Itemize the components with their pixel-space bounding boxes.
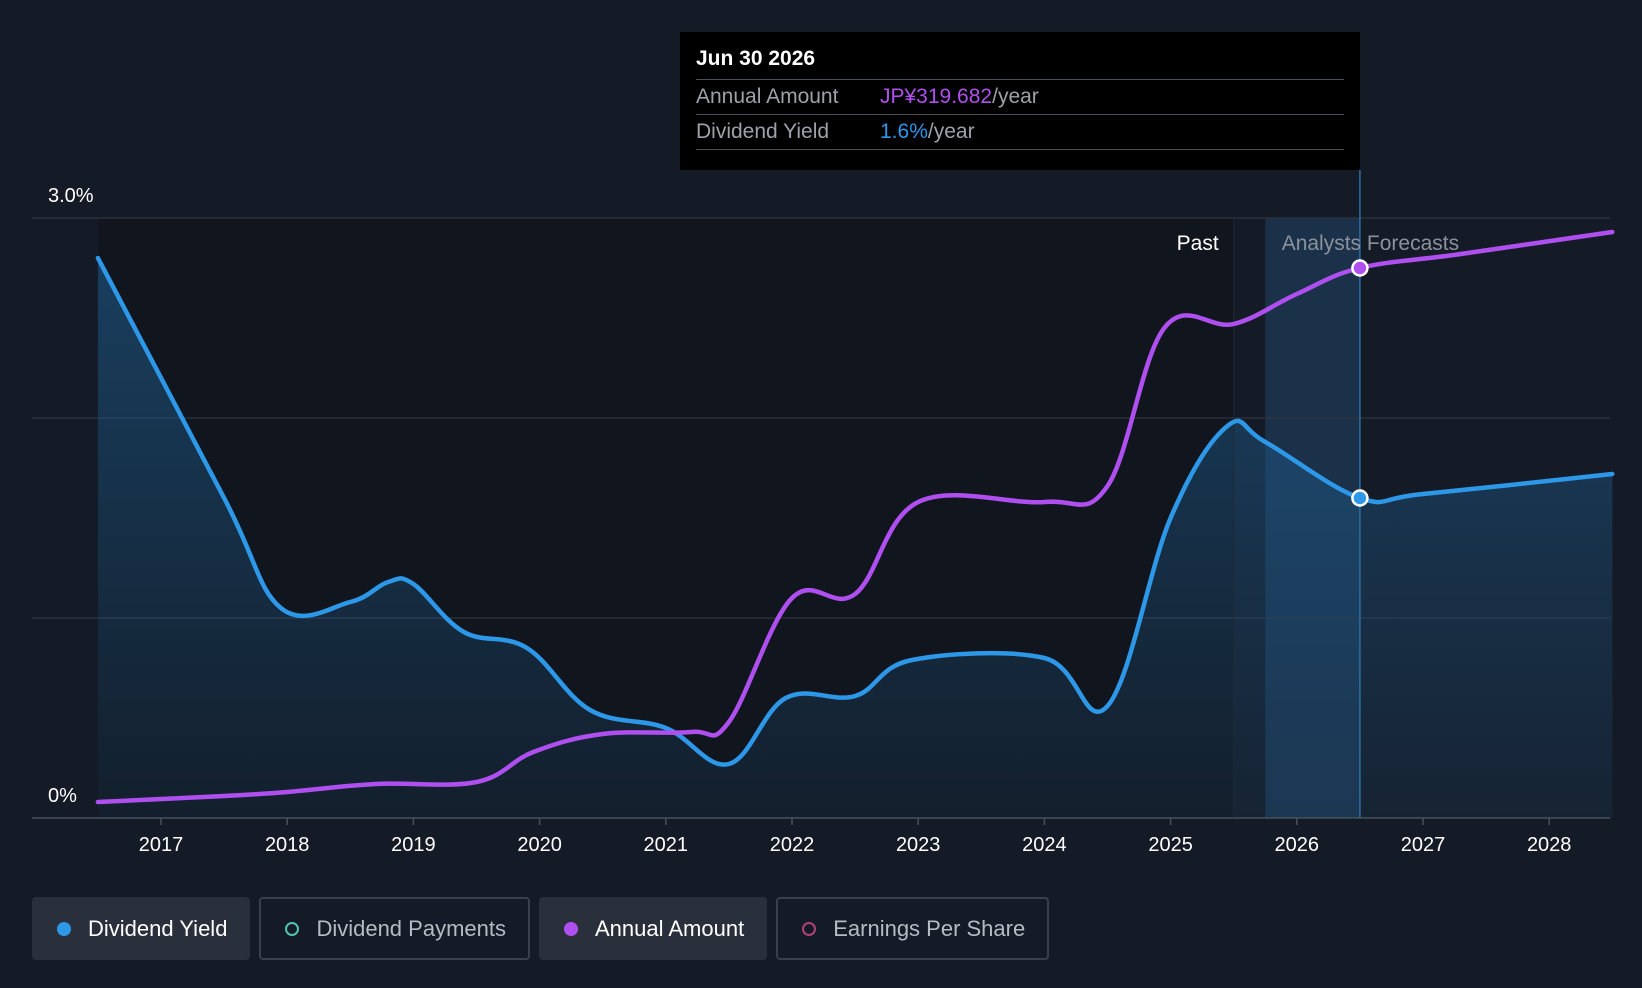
- chart-tooltip: Jun 30 2026 Annual Amount JP¥319.682 /ye…: [680, 32, 1360, 170]
- x-tick-label: 2019: [391, 834, 436, 856]
- tooltip-label: Dividend Yield: [696, 120, 830, 143]
- tooltip-row-dividend-yield: Dividend Yield 1.6% /year: [696, 114, 1344, 150]
- past-label: Past: [1177, 232, 1219, 255]
- forecast-label: Analysts Forecasts: [1282, 232, 1459, 255]
- x-tick-label: 2028: [1527, 834, 1572, 856]
- tooltip-label: Annual Amount: [696, 85, 839, 108]
- x-tick-label: 2026: [1275, 834, 1320, 856]
- x-tick-label: 2023: [896, 834, 941, 856]
- x-tick-label: 2017: [139, 834, 184, 856]
- highlight-point-annual-amount: [1351, 259, 1369, 277]
- legend-circle-icon: [802, 921, 817, 936]
- tooltip-unit: /year: [927, 120, 975, 143]
- x-tick-label: 2024: [1022, 834, 1067, 856]
- legend-label: Dividend Yield: [88, 915, 228, 941]
- legend-dividend-payments[interactable]: Dividend Payments: [259, 897, 530, 960]
- legend-annual-amount[interactable]: Annual Amount: [538, 897, 768, 960]
- x-tick-label: 2020: [517, 834, 562, 856]
- legend-label: Dividend Payments: [316, 915, 506, 941]
- y-axis-top-label: 3.0%: [48, 185, 94, 207]
- y-axis-bottom-label: 0%: [48, 785, 77, 807]
- x-tick-label: 2021: [644, 834, 689, 856]
- legend-dot-icon: [563, 921, 578, 936]
- highlight-point-dividend-yield: [1351, 489, 1369, 507]
- x-tick-label: 2025: [1148, 834, 1193, 856]
- legend-label: Earnings Per Share: [833, 915, 1026, 941]
- legend-dot-icon: [57, 921, 71, 936]
- tooltip-unit: /year: [992, 85, 1039, 108]
- legend-earnings-per-share[interactable]: Earnings Per Share: [776, 897, 1050, 960]
- series-line-dividend-yield: [95, 255, 1615, 767]
- legend-dividend-yield[interactable]: Dividend Yield: [32, 897, 251, 960]
- tooltip-row-annual-amount: Annual Amount JP¥319.682 /year: [696, 79, 1344, 114]
- tooltip-date: Jun 30 2026: [696, 47, 816, 70]
- series-line-annual-amount: [95, 229, 1615, 805]
- legend-circle-icon: [285, 921, 300, 936]
- x-tick-label: 2022: [770, 834, 815, 856]
- x-tick-label: 2018: [265, 834, 310, 856]
- tooltip-value: 1.6%: [880, 120, 928, 143]
- tooltip-value: JP¥319.682: [880, 85, 993, 108]
- chart-legend: Dividend Yield Dividend Payments Annual …: [32, 897, 1050, 960]
- x-tick-label: 2027: [1401, 834, 1446, 856]
- legend-label: Annual Amount: [594, 915, 745, 941]
